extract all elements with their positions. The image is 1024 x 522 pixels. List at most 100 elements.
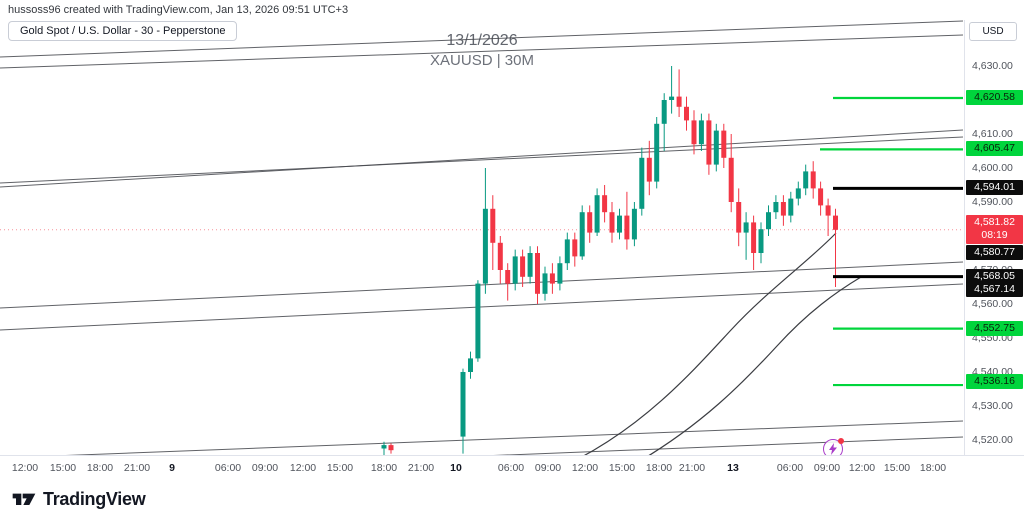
candle[interactable] [669, 96, 675, 100]
price-level-badge: 4,567.14 [966, 282, 1023, 297]
candle[interactable] [758, 229, 764, 253]
candle[interactable] [520, 256, 526, 277]
candle[interactable] [505, 270, 511, 284]
candle[interactable] [661, 100, 667, 124]
candle[interactable] [542, 273, 548, 294]
candle[interactable] [572, 239, 578, 257]
candle[interactable] [527, 253, 533, 277]
candle[interactable] [833, 215, 838, 230]
candle[interactable] [381, 445, 387, 449]
trendline[interactable] [0, 261, 964, 309]
candle[interactable] [766, 212, 771, 230]
price-level-badge: 4,552.75 [966, 321, 1023, 336]
price-level-badge: 4,605.47 [966, 141, 1023, 156]
candle[interactable] [388, 445, 394, 451]
candle[interactable] [810, 171, 816, 189]
candle[interactable] [691, 120, 697, 145]
time-tick-label: 12:00 [571, 462, 599, 474]
candle[interactable] [743, 222, 749, 233]
candle[interactable] [803, 171, 809, 189]
candle[interactable] [713, 130, 719, 165]
symbol-legend-text: Gold Spot / U.S. Dollar - 30 - Peppersto… [20, 25, 226, 37]
time-tick-day-label: 10 [450, 462, 462, 474]
candle[interactable] [706, 120, 712, 165]
candle[interactable] [676, 96, 682, 107]
trendline[interactable] [0, 136, 964, 184]
price-axis[interactable]: USD 4,630.004,610.004,600.004,590.004,57… [964, 20, 1024, 455]
alert-marker[interactable] [823, 438, 844, 459]
time-axis[interactable]: 12:00 15:00 18:00 21:00 9 06:00 09:00 12:00 15:0… [0, 455, 1024, 481]
time-tick-label: 06:00 [214, 462, 242, 474]
candle[interactable] [512, 256, 518, 284]
candle[interactable] [721, 130, 727, 158]
candle[interactable] [497, 242, 503, 270]
time-tick-label: 06:00 [776, 462, 804, 474]
candle[interactable] [482, 208, 488, 284]
time-tick-label: 15:00 [608, 462, 636, 474]
candle[interactable] [460, 372, 466, 437]
candle[interactable] [549, 273, 555, 284]
tradingview-logo[interactable]: TradingView [12, 488, 146, 510]
candle[interactable] [594, 195, 600, 233]
candle[interactable] [698, 120, 704, 145]
candle[interactable] [736, 202, 742, 233]
time-tick-day-label: 13 [727, 462, 739, 474]
candle[interactable] [557, 263, 563, 284]
candle[interactable] [609, 212, 615, 233]
time-tick-label: 15:00 [49, 462, 77, 474]
curve-drawing[interactable] [577, 232, 837, 460]
trendline[interactable] [0, 20, 964, 58]
candle[interactable] [602, 195, 608, 213]
trendline[interactable] [0, 420, 964, 459]
trendline[interactable] [0, 283, 964, 331]
candle[interactable] [579, 212, 585, 257]
time-tick-label: 15:00 [883, 462, 911, 474]
candlestick-chart[interactable] [0, 0, 964, 478]
candle[interactable] [773, 202, 779, 213]
time-tick-label: 09:00 [813, 462, 841, 474]
time-tick-label: 21:00 [678, 462, 706, 474]
price-tick-label: 4,610.00 [972, 128, 1013, 140]
candle[interactable] [587, 212, 593, 233]
time-tick-label: 18:00 [645, 462, 673, 474]
time-tick-label: 18:00 [919, 462, 947, 474]
candle[interactable] [780, 202, 786, 216]
candle[interactable] [475, 283, 481, 359]
watermark-symbol: XAUUSD | 30M [430, 52, 534, 69]
price-level-badge: 4,580.77 [966, 245, 1023, 260]
price-level-badge: 4,620.58 [966, 90, 1023, 105]
candle[interactable] [684, 106, 689, 121]
candle[interactable] [631, 208, 637, 240]
attribution-text: hussoss96 created with TradingView.com, … [8, 4, 349, 16]
candle[interactable] [468, 358, 473, 372]
candle[interactable] [639, 157, 645, 209]
candle[interactable] [825, 205, 831, 216]
time-tick-label: 15:00 [326, 462, 354, 474]
price-level-badge: 4,536.16 [966, 374, 1023, 389]
candle[interactable] [795, 188, 801, 199]
curve-drawing[interactable] [639, 276, 862, 462]
tradingview-logo-icon [12, 493, 36, 505]
price-tick-label: 4,520.00 [972, 434, 1013, 446]
current-price-badge: 4,581.82 08:19 [966, 215, 1023, 244]
candle[interactable] [646, 157, 652, 182]
candle[interactable] [624, 215, 630, 240]
symbol-legend[interactable]: Gold Spot / U.S. Dollar - 30 - Peppersto… [8, 21, 238, 41]
trendline[interactable] [0, 129, 964, 188]
trendline[interactable] [0, 34, 964, 69]
candle[interactable] [564, 239, 570, 264]
candle[interactable] [490, 208, 496, 243]
candle[interactable] [788, 198, 794, 216]
candle[interactable] [818, 188, 824, 206]
candle[interactable] [654, 123, 660, 182]
candle[interactable] [728, 157, 734, 202]
candle[interactable] [751, 222, 757, 253]
currency-button[interactable]: USD [969, 22, 1017, 41]
price-level-badge: 4,594.01 [966, 180, 1023, 195]
alert-notification-dot [838, 438, 844, 444]
price-tick-label: 4,630.00 [972, 60, 1013, 72]
countdown-timer: 08:19 [981, 229, 1008, 241]
candle[interactable] [535, 253, 540, 294]
candle[interactable] [617, 215, 622, 233]
